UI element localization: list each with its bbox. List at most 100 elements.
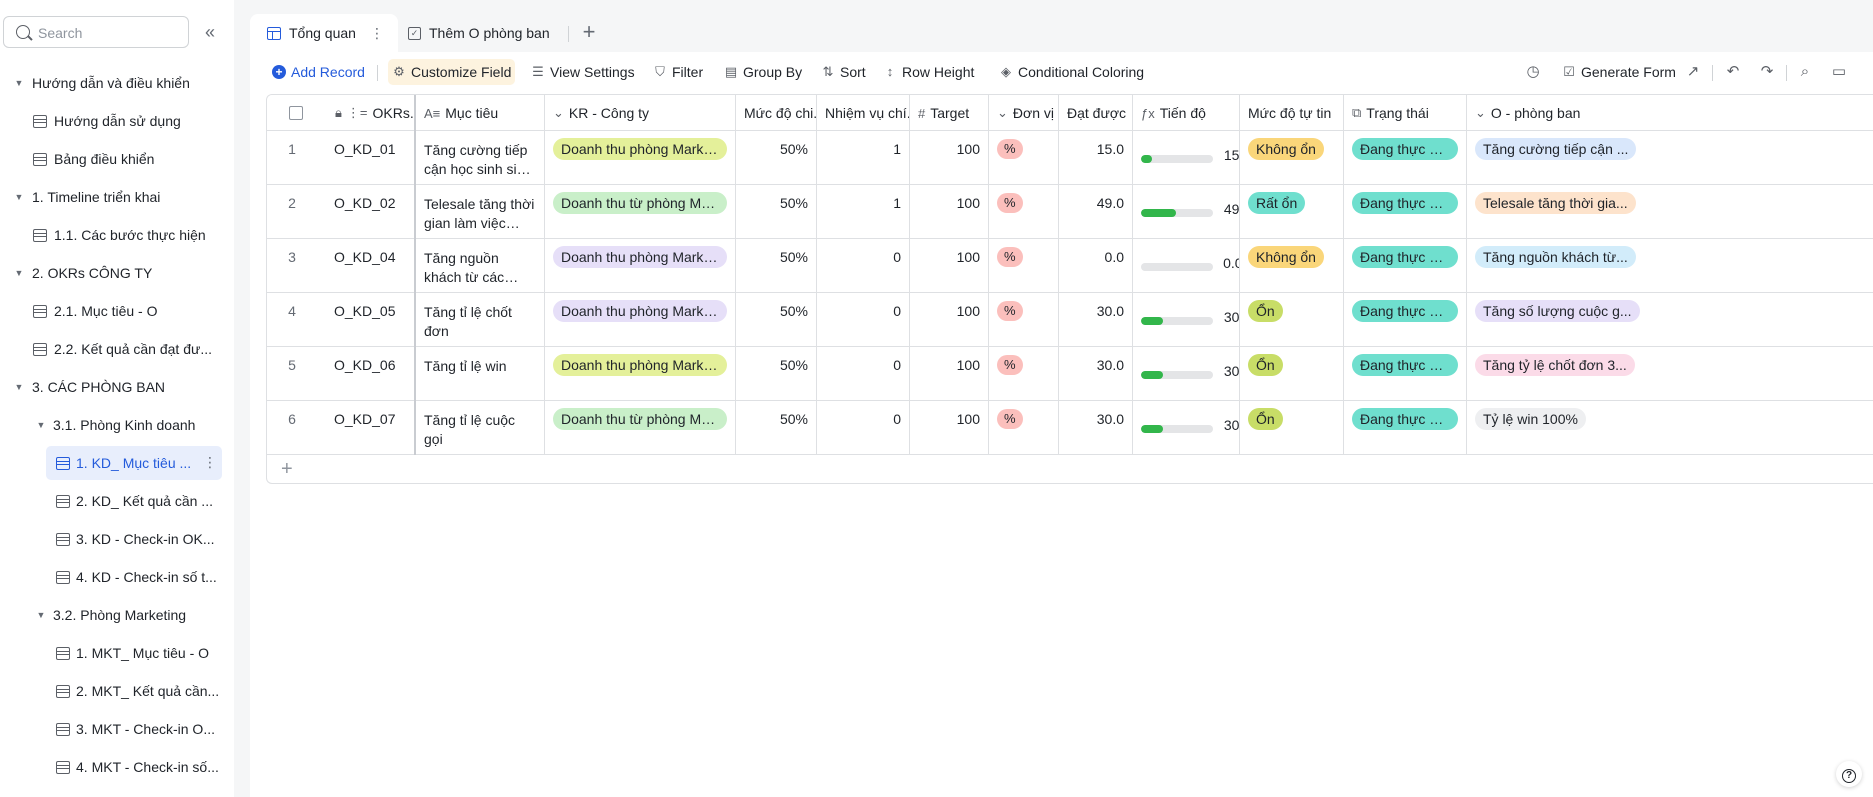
- search-records-icon[interactable]: ⌕: [1800, 63, 1810, 80]
- column-header-muc-do-tu-tin[interactable]: Mức độ tự tin: [1240, 95, 1344, 131]
- share-icon[interactable]: ↗: [1686, 63, 1700, 80]
- sidebar-item-kd-checkin-so[interactable]: 4. KD - Check-in số t...: [0, 558, 234, 596]
- sidebar-item-mkt-muc-tieu[interactable]: 1. MKT_ Mục tiêu - O: [0, 634, 234, 672]
- cell-tien-do[interactable]: 30....: [1133, 293, 1240, 347]
- cell-tien-do[interactable]: 0.0%: [1133, 239, 1240, 293]
- column-header-muc-do[interactable]: Mức độ chi...: [736, 95, 817, 131]
- cell-trang-thai[interactable]: Đang thực hiện: [1344, 293, 1467, 347]
- cell-okrs-id[interactable]: O_KD_02: [327, 185, 416, 239]
- cell-muc-do[interactable]: 50%: [736, 401, 817, 455]
- cell-tien-do[interactable]: 15....: [1133, 131, 1240, 185]
- cell-target[interactable]: 100: [910, 347, 989, 401]
- column-header-okrs-id[interactable]: 🔒︎ ⋮= OKRs.ID: [327, 95, 416, 131]
- sidebar-item-kd-muc-tieu[interactable]: 1. KD_ Mục tiêu ... ⋮: [0, 444, 234, 482]
- cell-tien-do[interactable]: 30....: [1133, 401, 1240, 455]
- column-header-dat-duoc[interactable]: Đạt được: [1059, 95, 1133, 131]
- cell-trang-thai[interactable]: Đang thực hiện: [1344, 347, 1467, 401]
- select-all-checkbox[interactable]: [289, 106, 303, 120]
- more-vertical-icon[interactable]: ⋮: [203, 454, 217, 470]
- column-header-trang-thai[interactable]: ⧉ Trạng thái: [1344, 95, 1467, 131]
- cell-nhiem-vu[interactable]: 0: [817, 347, 910, 401]
- caret-down-icon[interactable]: ▼: [36, 610, 46, 620]
- undo-icon[interactable]: ↶: [1726, 63, 1740, 80]
- cell-trang-thai[interactable]: Đang thực hiện: [1344, 131, 1467, 185]
- cell-don-vi[interactable]: %: [989, 293, 1059, 347]
- sidebar-folder-okrs-cong-ty[interactable]: ▼ 2. OKRs CÔNG TY: [0, 254, 234, 292]
- search-input[interactable]: [38, 23, 183, 43]
- sidebar-folder-huong-dan[interactable]: ▼ Hướng dẫn và điều khiển: [0, 64, 234, 102]
- cell-dat-duoc[interactable]: 15.0: [1059, 131, 1133, 185]
- cell-muc-do[interactable]: 50%: [736, 293, 817, 347]
- cell-dat-duoc[interactable]: 30.0: [1059, 293, 1133, 347]
- cell-muc-do[interactable]: 50%: [736, 347, 817, 401]
- cell-muc-do[interactable]: 50%: [736, 131, 817, 185]
- history-icon[interactable]: ◷: [1526, 63, 1540, 80]
- caret-down-icon[interactable]: ▼: [14, 268, 24, 278]
- cell-don-vi[interactable]: %: [989, 401, 1059, 455]
- tab-tong-quan[interactable]: Tổng quan ⋮: [250, 14, 398, 52]
- cell-tien-do[interactable]: 49....: [1133, 185, 1240, 239]
- redo-icon[interactable]: ↷: [1760, 63, 1774, 80]
- cell-nhiem-vu[interactable]: 0: [817, 239, 910, 293]
- cell-kr-cong-ty[interactable]: Doanh thu phòng Marketng ...: [545, 131, 736, 185]
- column-header-muc-tieu[interactable]: A≡ Mục tiêu: [416, 95, 545, 131]
- table-row[interactable]: 1 O_KD_01 Tăng cường tiếp cận học sinh s…: [267, 131, 1873, 185]
- conditional-coloring-button[interactable]: ◈ Conditional Coloring: [995, 59, 1148, 85]
- tab-them-o-phong-ban[interactable]: ✓ Thêm O phòng ban: [408, 14, 558, 52]
- cell-muc-tieu[interactable]: Tăng cường tiếp cận học sinh sinh viên s…: [416, 131, 545, 185]
- add-row-button[interactable]: +: [267, 455, 1873, 483]
- cell-muc-tieu[interactable]: Tăng nguồn khách từ các trường học lên..…: [416, 239, 545, 293]
- column-header-o-phong-ban[interactable]: ⌄ O - phòng ban: [1467, 95, 1873, 131]
- search-box[interactable]: [3, 16, 189, 48]
- caret-down-icon[interactable]: ▼: [14, 78, 24, 88]
- cell-o-phong-ban[interactable]: Tăng cường tiếp cận ...: [1467, 131, 1873, 185]
- caret-down-icon[interactable]: ▼: [36, 420, 46, 430]
- cell-muc-tieu[interactable]: Tăng tỉ lệ cuộc gọi: [416, 401, 545, 455]
- cell-don-vi[interactable]: %: [989, 239, 1059, 293]
- sidebar-folder-phong-marketing[interactable]: ▼ 3.2. Phòng Marketing: [0, 596, 234, 634]
- cell-nhiem-vu[interactable]: 0: [817, 401, 910, 455]
- cell-okrs-id[interactable]: O_KD_07: [327, 401, 416, 455]
- sidebar-folder-cac-phong-ban[interactable]: ▼ 3. CÁC PHÒNG BAN: [0, 368, 234, 406]
- cell-muc-do-tu-tin[interactable]: Ổn: [1240, 401, 1344, 455]
- cell-muc-do[interactable]: 50%: [736, 185, 817, 239]
- cell-okrs-id[interactable]: O_KD_05: [327, 293, 416, 347]
- sidebar-item-cac-buoc[interactable]: 1.1. Các bước thực hiện: [0, 216, 234, 254]
- sidebar-item-ket-qua[interactable]: 2.2. Kết quả cần đạt đư...: [0, 330, 234, 368]
- sort-button[interactable]: ⇅ Sort: [817, 59, 870, 85]
- cell-okrs-id[interactable]: O_KD_01: [327, 131, 416, 185]
- view-settings-button[interactable]: ☰ View Settings: [527, 59, 639, 85]
- add-view-icon[interactable]: +: [582, 19, 596, 44]
- sidebar-folder-phong-kinh-doanh[interactable]: ▼ 3.1. Phòng Kinh doanh: [0, 406, 234, 444]
- sidebar-item-kd-checkin-okr[interactable]: 3. KD - Check-in OK...: [0, 520, 234, 558]
- cell-muc-tieu[interactable]: Tăng tỉ lệ win: [416, 347, 545, 401]
- cell-kr-cong-ty[interactable]: Doanh thu phòng Marketing ...: [545, 293, 736, 347]
- comment-icon[interactable]: ▭: [1831, 63, 1847, 80]
- more-vertical-icon[interactable]: ⋮: [369, 24, 384, 41]
- table-row[interactable]: 5 O_KD_06 Tăng tỉ lệ win Doanh thu phòng…: [267, 347, 1873, 401]
- add-record-button[interactable]: + Add Record: [268, 59, 369, 85]
- customize-field-button[interactable]: ⚙ Customize Field: [388, 59, 516, 85]
- cell-muc-tieu[interactable]: Telesale tăng thời gian làm việc lên...: [416, 185, 545, 239]
- cell-trang-thai[interactable]: Đang thực hiện: [1344, 185, 1467, 239]
- table-row[interactable]: 4 O_KD_05 Tăng tỉ lệ chốt đơn Doanh thu …: [267, 293, 1873, 347]
- cell-tien-do[interactable]: 30....: [1133, 347, 1240, 401]
- column-header-don-vi[interactable]: ⌄ Đơn vị: [989, 95, 1059, 131]
- cell-dat-duoc[interactable]: 49.0: [1059, 185, 1133, 239]
- sidebar-divider[interactable]: [234, 0, 250, 797]
- column-header-target[interactable]: # Target: [910, 95, 989, 131]
- cell-o-phong-ban[interactable]: Tăng số lượng cuộc g...: [1467, 293, 1873, 347]
- sidebar-item-mkt-checkin-so[interactable]: 4. MKT - Check-in số...: [0, 748, 234, 786]
- sidebar-item-bang-dieu-khien[interactable]: Bảng điều khiển: [0, 140, 234, 178]
- cell-muc-do-tu-tin[interactable]: Rất ổn: [1240, 185, 1344, 239]
- cell-muc-do-tu-tin[interactable]: Không ổn: [1240, 239, 1344, 293]
- cell-kr-cong-ty[interactable]: Doanh thu phòng Marketing ...: [545, 239, 736, 293]
- cell-target[interactable]: 100: [910, 293, 989, 347]
- cell-o-phong-ban[interactable]: Tỷ lệ win 100%: [1467, 401, 1873, 455]
- cell-target[interactable]: 100: [910, 131, 989, 185]
- column-header-nhiem-vu[interactable]: Nhiệm vụ chí...: [817, 95, 910, 131]
- cell-kr-cong-ty[interactable]: Doanh thu từ phòng Marketi...: [545, 185, 736, 239]
- sidebar-item-mkt-ket-qua[interactable]: 2. MKT_ Kết quả cần...: [0, 672, 234, 710]
- cell-dat-duoc[interactable]: 0.0: [1059, 239, 1133, 293]
- cell-muc-do-tu-tin[interactable]: Ổn: [1240, 293, 1344, 347]
